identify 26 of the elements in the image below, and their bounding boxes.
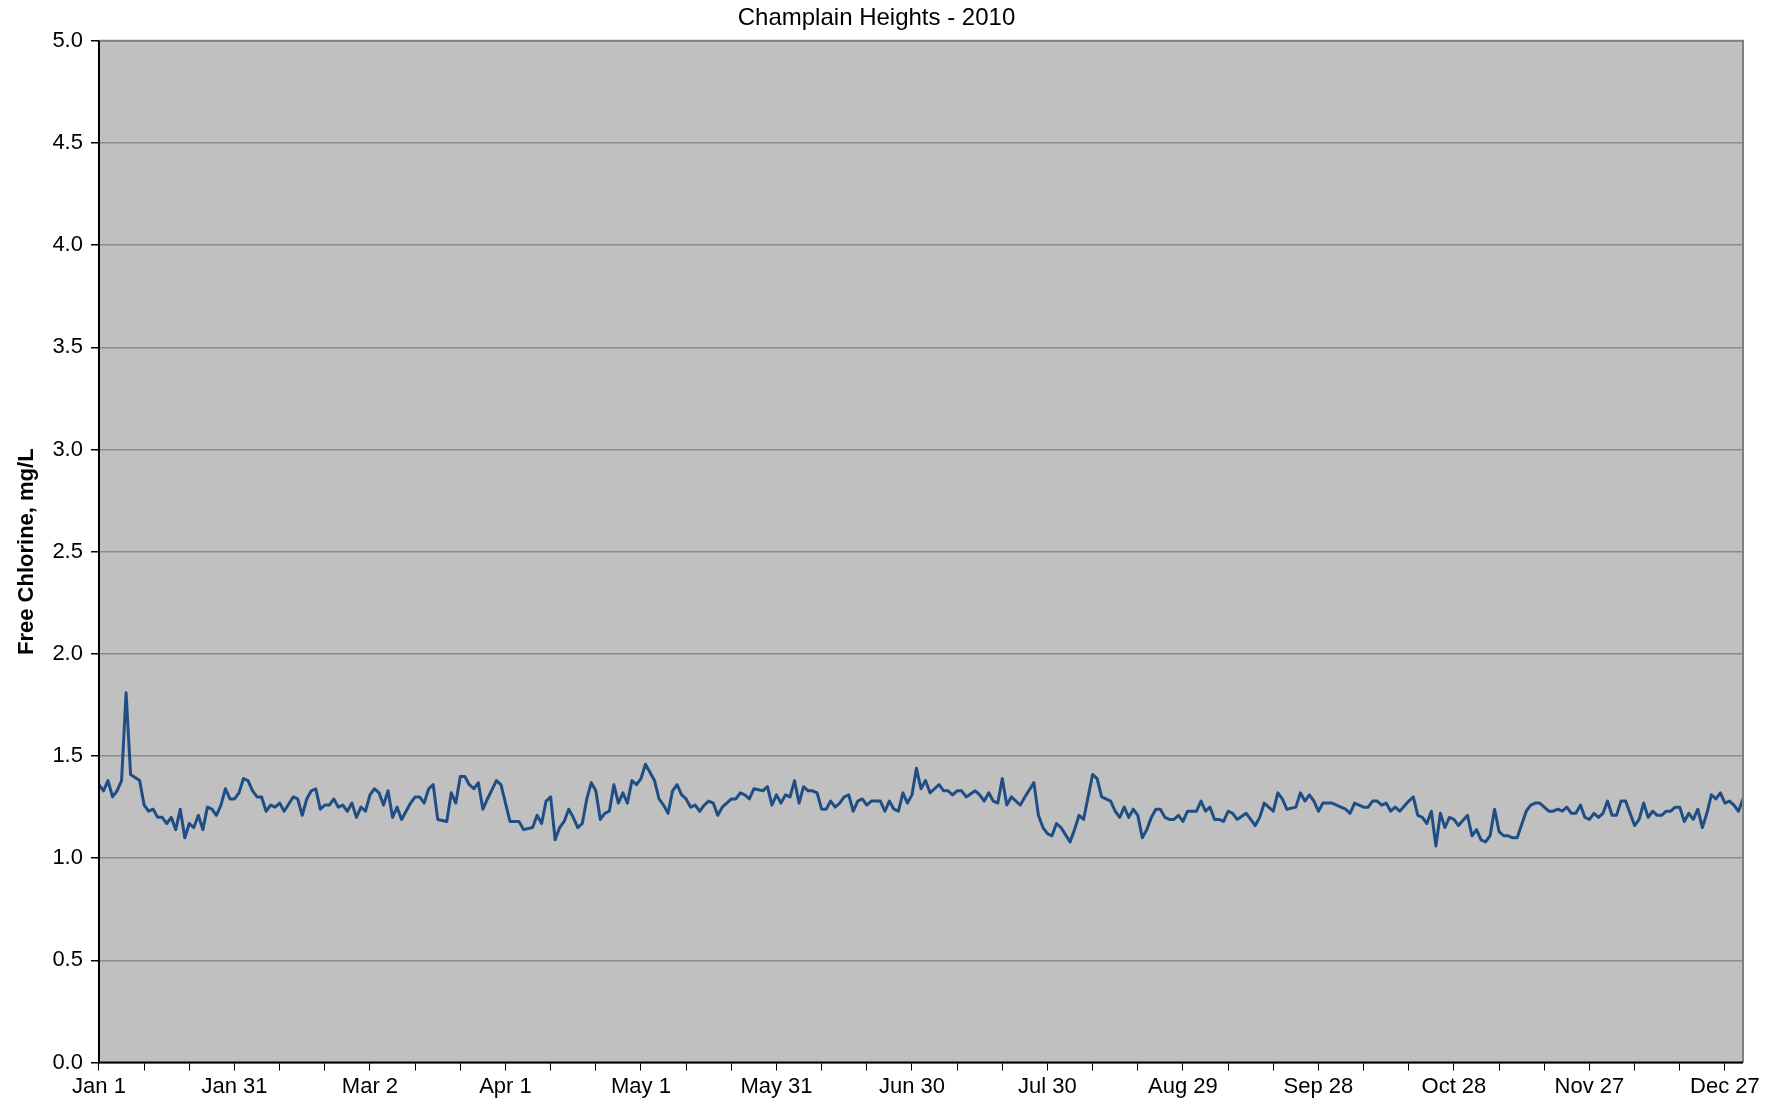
y-tick-label: 0.0 (52, 1048, 83, 1074)
y-axis-title: Free Chlorine, mg/L (13, 448, 39, 655)
y-tick-label: 5.0 (52, 26, 83, 52)
x-tick-label: Sep 28 (1283, 1072, 1354, 1098)
x-tick-label: Aug 29 (1148, 1072, 1218, 1098)
x-tick-label: May 31 (740, 1072, 813, 1098)
chart-title: Champlain Heights - 2010 (737, 3, 1016, 31)
y-tick-label: 0.5 (52, 946, 83, 972)
y-tick-label: 3.5 (52, 333, 83, 359)
y-tick-label: 4.5 (52, 129, 83, 155)
x-tick-label: Oct 28 (1421, 1072, 1487, 1098)
y-tick-label: 1.0 (52, 844, 83, 870)
x-tick-label: Dec 27 (1690, 1072, 1760, 1098)
y-tick-label: 2.0 (52, 639, 83, 665)
x-tick-label: Jan 31 (201, 1072, 268, 1098)
y-tick-label: 3.0 (52, 435, 83, 461)
x-tick-label: Nov 27 (1554, 1072, 1625, 1098)
x-tick-label: Apr 1 (479, 1072, 532, 1098)
y-tick-label: 1.5 (52, 742, 83, 768)
x-tick-label: Jun 30 (878, 1072, 945, 1098)
x-tick-label: Mar 2 (341, 1072, 399, 1098)
y-tick-label: 2.5 (52, 537, 83, 563)
x-tick-label: Jan 1 (72, 1072, 126, 1098)
y-tick-label: 4.0 (52, 231, 83, 257)
x-tick-label: May 1 (611, 1072, 671, 1098)
x-tick-label: Jul 30 (1018, 1072, 1077, 1098)
